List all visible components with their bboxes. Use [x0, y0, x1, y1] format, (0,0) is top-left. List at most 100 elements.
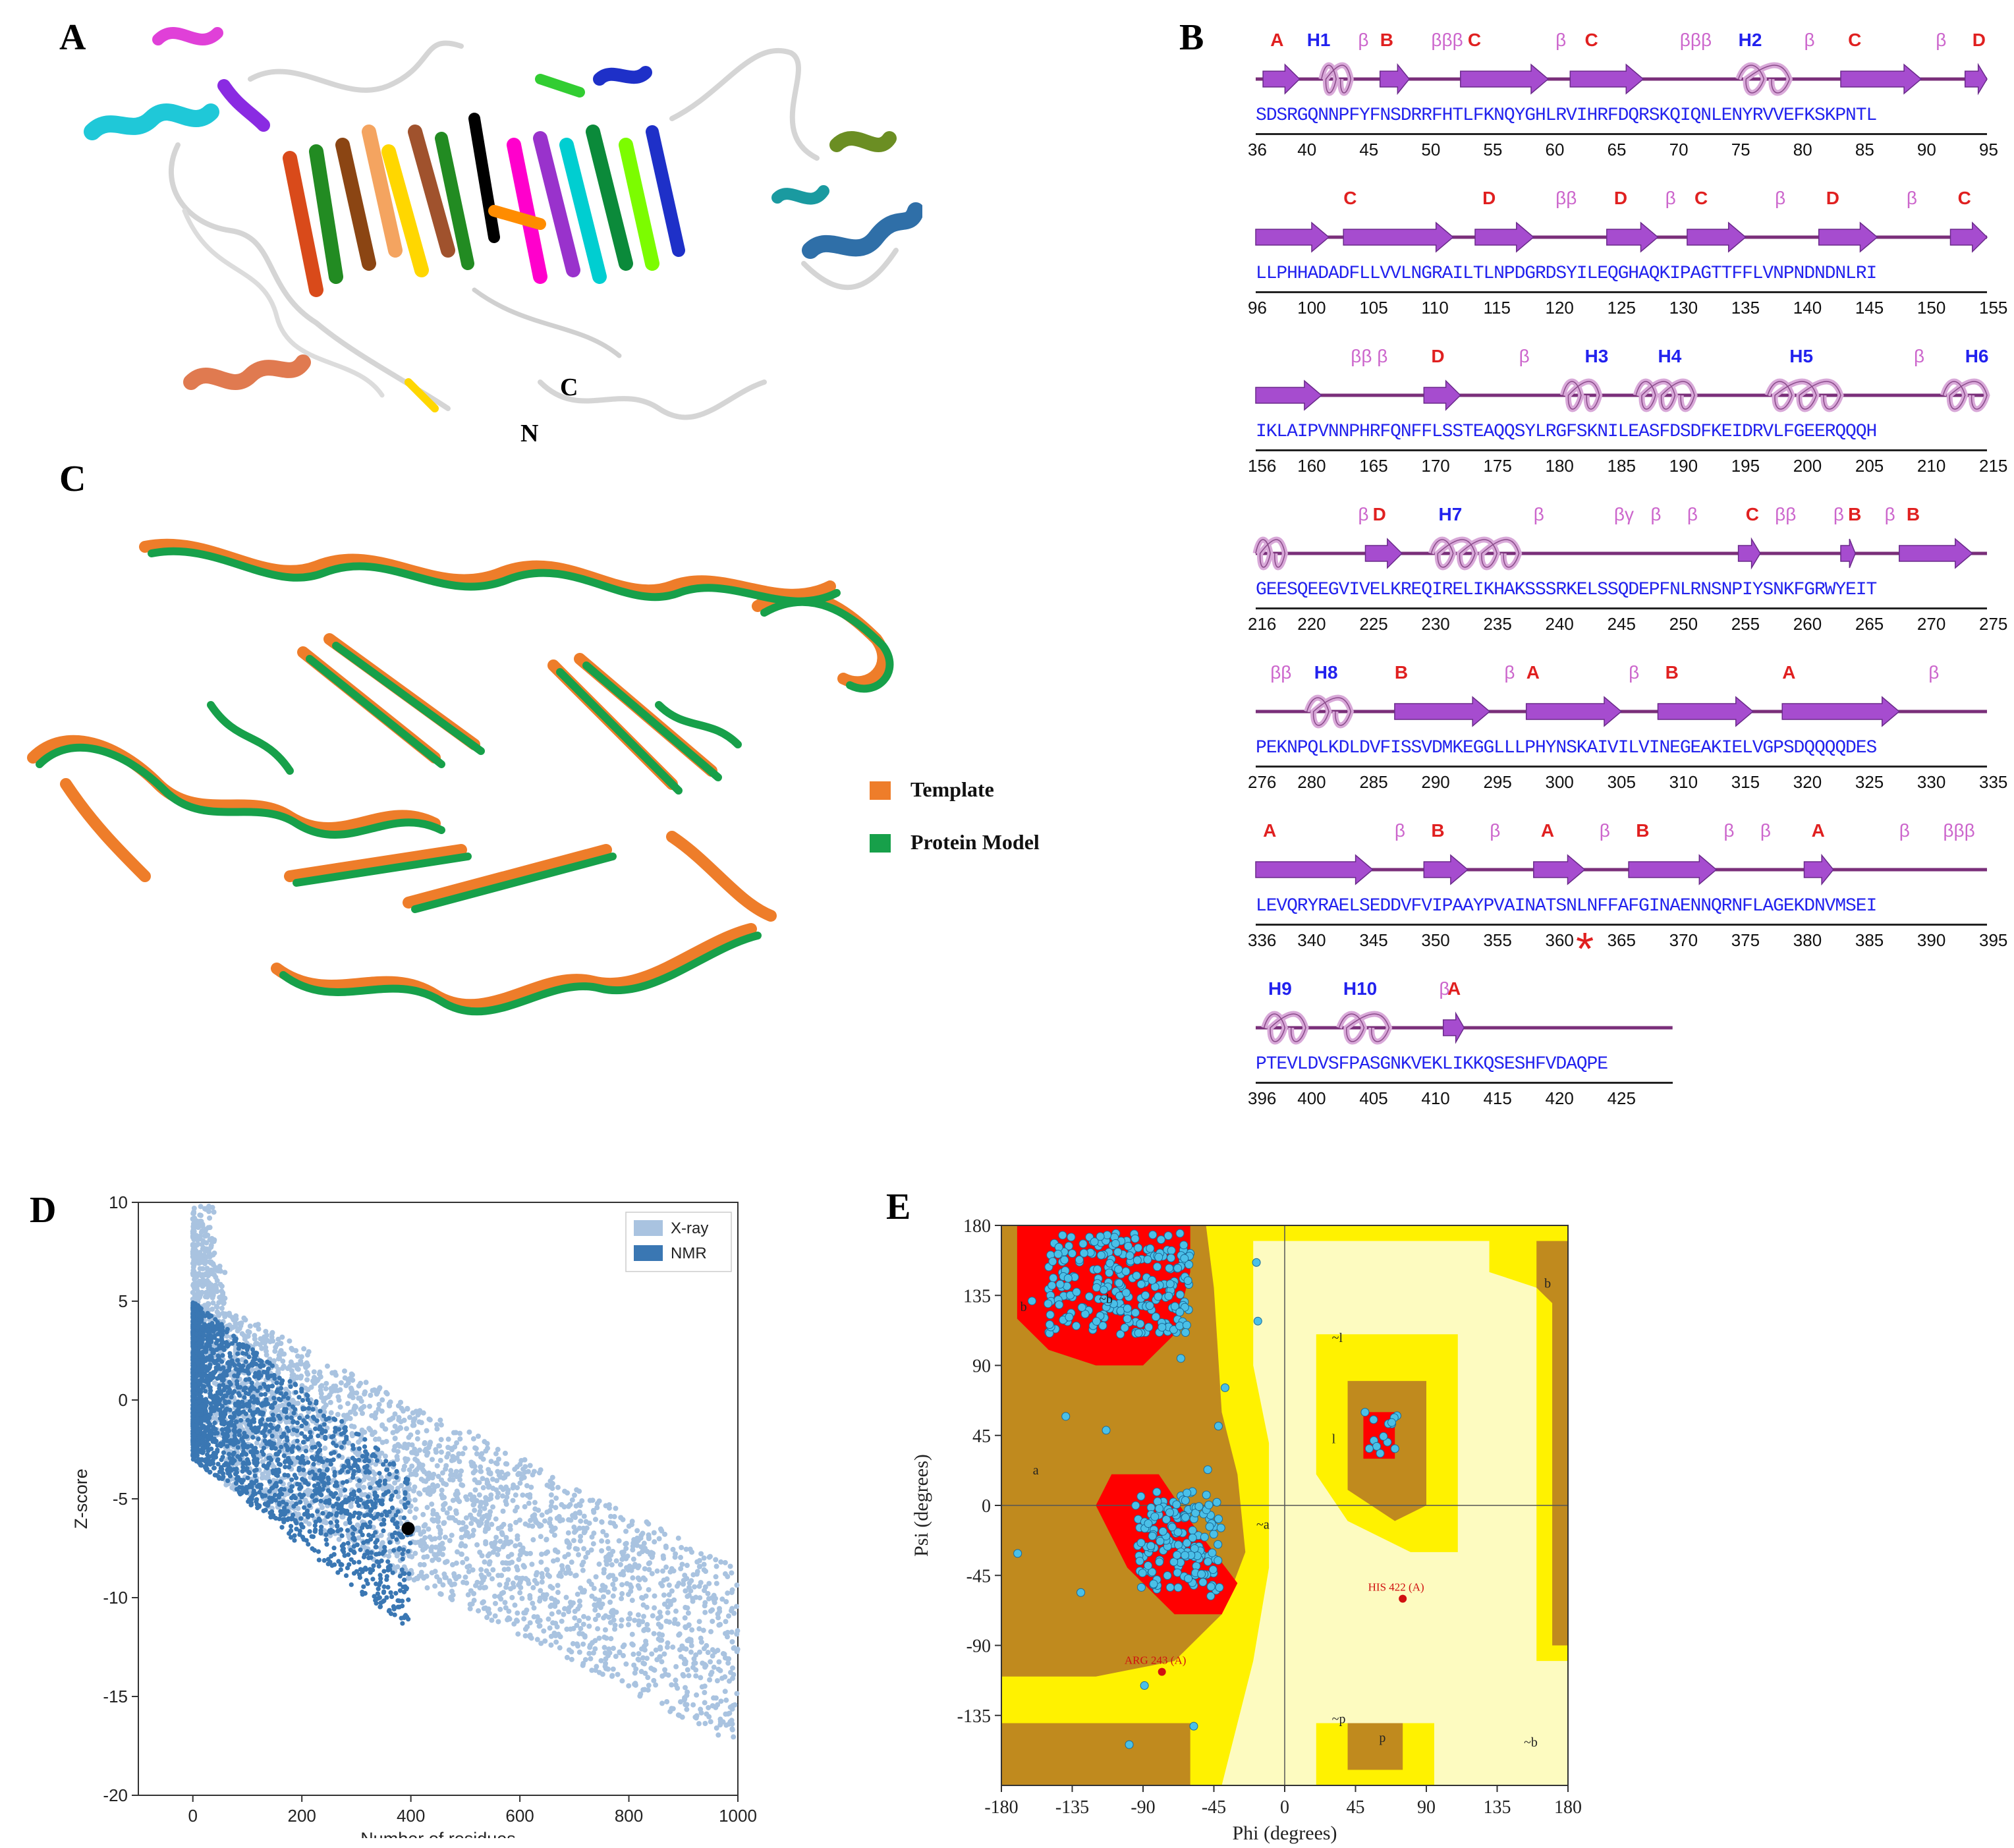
nmr-point: [270, 1413, 275, 1418]
xray-point: [673, 1682, 679, 1688]
superposition-structure: [27, 538, 894, 1016]
nmr-point: [237, 1393, 242, 1398]
xray-point: [664, 1644, 670, 1650]
nmr-point: [374, 1600, 379, 1606]
xray-point: [512, 1602, 518, 1608]
xray-point: [702, 1700, 708, 1706]
xray-point: [414, 1430, 420, 1436]
residue-number: 360: [1545, 930, 1574, 950]
nmr-point: [252, 1468, 258, 1473]
residue-number: 85: [1855, 140, 1874, 159]
legend-label-protein-model: Protein Model: [910, 830, 1040, 854]
xray-point: [302, 1498, 308, 1503]
xray-point: [521, 1564, 527, 1570]
xray-point: [457, 1436, 463, 1442]
residue-number: 295: [1483, 772, 1512, 792]
ss-label: β: [1490, 820, 1500, 841]
residue-number: 330: [1916, 772, 1946, 792]
xray-point: [470, 1461, 476, 1467]
xray-point: [710, 1618, 715, 1624]
xray-point: [520, 1474, 526, 1480]
xray-point: [669, 1682, 675, 1688]
xray-point: [376, 1401, 382, 1407]
xray-point: [350, 1395, 356, 1401]
xray-point: [701, 1561, 707, 1567]
residue-number: 180: [1545, 456, 1574, 476]
xray-point: [553, 1505, 559, 1511]
nmr-point: [393, 1590, 399, 1596]
xray-point: [486, 1606, 491, 1612]
xray-point: [576, 1649, 582, 1655]
xray-point: [715, 1666, 721, 1672]
nmr-point: [243, 1390, 249, 1396]
xray-point: [526, 1523, 532, 1528]
xray-point: [237, 1326, 242, 1331]
xray-point: [486, 1515, 491, 1521]
xray-point: [713, 1581, 719, 1586]
panel-d-letter: D: [30, 1190, 57, 1231]
nmr-point: [206, 1338, 211, 1344]
xray-point: [401, 1467, 406, 1472]
xray-point: [434, 1574, 440, 1580]
xray-point: [619, 1582, 625, 1588]
xray-point: [397, 1425, 403, 1431]
xray-point: [214, 1304, 220, 1310]
xray-point: [205, 1248, 211, 1254]
xray-point: [693, 1652, 699, 1658]
xray-point: [684, 1563, 690, 1569]
xray-point: [474, 1579, 480, 1585]
xray-point: [442, 1559, 448, 1565]
ss-label: βββ: [1680, 30, 1712, 50]
ss-strand: [1460, 63, 1550, 95]
nmr-point: [356, 1515, 362, 1521]
xray-point: [323, 1520, 329, 1526]
xray-point: [576, 1509, 582, 1515]
xray-point: [537, 1617, 543, 1623]
xray-point: [640, 1655, 646, 1661]
xray-point: [590, 1650, 596, 1656]
xray-point: [680, 1671, 686, 1677]
xray-point: [294, 1366, 300, 1372]
xray-point: [673, 1608, 679, 1614]
nmr-point: [367, 1470, 372, 1475]
ss-label: B: [1665, 662, 1679, 683]
xray-point: [538, 1588, 544, 1594]
xray-point: [329, 1389, 335, 1395]
xray-point: [517, 1461, 523, 1467]
ss-strand: [1964, 63, 1988, 96]
nmr-point: [310, 1445, 315, 1450]
xray-point: [569, 1656, 574, 1662]
xray-point: [356, 1383, 362, 1389]
xray-point: [651, 1530, 657, 1536]
nmr-point: [232, 1414, 237, 1419]
xray-point: [574, 1623, 580, 1629]
xray-point: [505, 1615, 511, 1621]
ss-helix-outline: [1767, 381, 1841, 410]
xray-point: [414, 1458, 420, 1464]
xray-point: [426, 1476, 432, 1482]
xray-point: [721, 1651, 727, 1657]
residue-number: 410: [1421, 1088, 1450, 1108]
xray-point: [216, 1300, 222, 1306]
nmr-point: [307, 1528, 312, 1534]
xray-point: [472, 1477, 478, 1483]
ss-label: β: [1928, 662, 1939, 683]
xray-point: [723, 1697, 729, 1703]
xray-point: [640, 1575, 646, 1581]
xray-point: [725, 1660, 731, 1666]
xray-point: [544, 1567, 549, 1573]
xray-point: [606, 1553, 612, 1559]
xray-point: [440, 1582, 446, 1588]
xray-point: [598, 1658, 604, 1664]
xray-point: [190, 1233, 196, 1239]
xray-point: [532, 1506, 538, 1512]
residue-number: 50: [1421, 140, 1441, 159]
xray-point: [663, 1618, 669, 1624]
xray-point: [735, 1628, 741, 1634]
ss-strand: [1687, 221, 1747, 253]
xray-point: [490, 1476, 495, 1482]
xray-point: [450, 1498, 456, 1503]
ss-label: β: [1650, 504, 1661, 524]
xray-point: [217, 1268, 223, 1274]
xray-point: [659, 1637, 665, 1643]
